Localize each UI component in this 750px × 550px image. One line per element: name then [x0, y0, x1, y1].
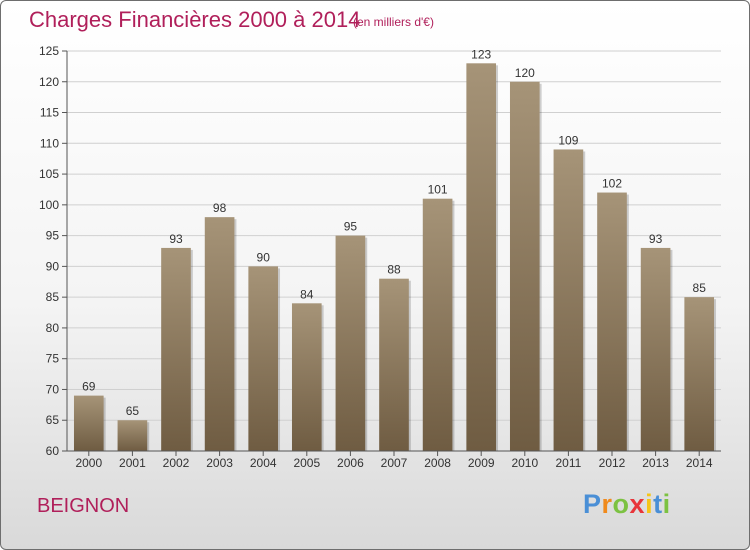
- bar: [422, 198, 453, 451]
- bar: [73, 395, 104, 451]
- data-label: 101: [428, 183, 448, 197]
- bar: [466, 63, 497, 452]
- data-label: 123: [471, 47, 491, 61]
- bar: [291, 303, 322, 451]
- y-tick-label: 75: [46, 352, 60, 366]
- bar-layer: 69 65 93 98 90 84 95 88 101 123 120 109 102 93 85: [73, 47, 717, 452]
- bar: [640, 247, 671, 451]
- data-label: 109: [558, 133, 578, 147]
- x-tick-label: 2005: [293, 456, 320, 470]
- x-tick-label: 2014: [686, 456, 713, 470]
- logo-letter: r: [601, 489, 613, 519]
- y-tick-label: 90: [46, 259, 60, 273]
- y-tick-label: 105: [39, 167, 59, 181]
- x-tick-label: 2004: [250, 456, 277, 470]
- bar: [553, 149, 584, 451]
- axis-layer: 60 65 70 75 80 85 90 95 100 105 110 115 120 125 2000 20…: [39, 44, 721, 470]
- y-tick-label: 60: [46, 444, 60, 458]
- bar: [597, 192, 627, 452]
- data-label: 93: [169, 232, 183, 246]
- bar: [379, 278, 409, 451]
- data-label: 85: [693, 281, 707, 295]
- y-tick-label: 100: [39, 198, 59, 212]
- data-label: 84: [300, 287, 314, 301]
- y-tick-label: 115: [40, 106, 59, 120]
- logo-letter: i: [662, 489, 671, 519]
- bar: [684, 297, 715, 451]
- x-tick-label: 2012: [599, 456, 626, 470]
- y-tick-label: 120: [39, 75, 59, 89]
- data-label: 69: [82, 380, 96, 394]
- data-label: 102: [602, 177, 622, 191]
- bar: [204, 217, 235, 451]
- proxiti-logo: Proxiti: [583, 489, 671, 520]
- data-label: 93: [649, 232, 663, 246]
- chart-subtitle: (en milliers d'€): [353, 15, 434, 29]
- x-tick-label: 2006: [337, 456, 364, 470]
- logo-letter: t: [653, 489, 663, 519]
- logo-letter: i: [645, 489, 654, 519]
- x-tick-label: 2003: [206, 456, 233, 470]
- x-tick-label: 2013: [642, 456, 669, 470]
- commune-name: BEIGNON: [37, 495, 130, 517]
- y-tick-label: 85: [46, 290, 60, 304]
- logo-letter: x: [629, 489, 646, 519]
- data-label: 120: [515, 66, 535, 80]
- logo-letter: P: [583, 489, 602, 519]
- data-label: 98: [213, 201, 227, 215]
- bar: [117, 420, 148, 451]
- bar: [161, 247, 191, 451]
- bar: [509, 81, 540, 452]
- bar: [248, 266, 279, 451]
- data-label: 65: [126, 404, 140, 418]
- data-label: 90: [257, 250, 271, 264]
- y-tick-label: 80: [46, 321, 60, 335]
- x-tick-label: 2008: [424, 456, 451, 470]
- x-tick-label: 2001: [119, 456, 146, 470]
- x-tick-label: 2002: [163, 456, 190, 470]
- y-tick-label: 70: [46, 382, 60, 396]
- x-tick-label: 2007: [381, 456, 408, 470]
- logo-letter: o: [612, 489, 630, 519]
- x-tick-label: 2011: [555, 456, 581, 470]
- x-tick-label: 2010: [511, 456, 538, 470]
- data-label: 88: [387, 263, 401, 277]
- y-tick-label: 95: [46, 229, 60, 243]
- y-tick-label: 65: [46, 413, 60, 427]
- data-label: 95: [344, 220, 358, 234]
- x-tick-label: 2000: [75, 456, 102, 470]
- x-tick-label: 2009: [468, 456, 495, 470]
- bar: [335, 235, 366, 451]
- chart-title: Charges Financières 2000 à 2014: [29, 7, 361, 32]
- y-tick-label: 110: [40, 136, 59, 150]
- y-tick-label: 125: [39, 44, 59, 58]
